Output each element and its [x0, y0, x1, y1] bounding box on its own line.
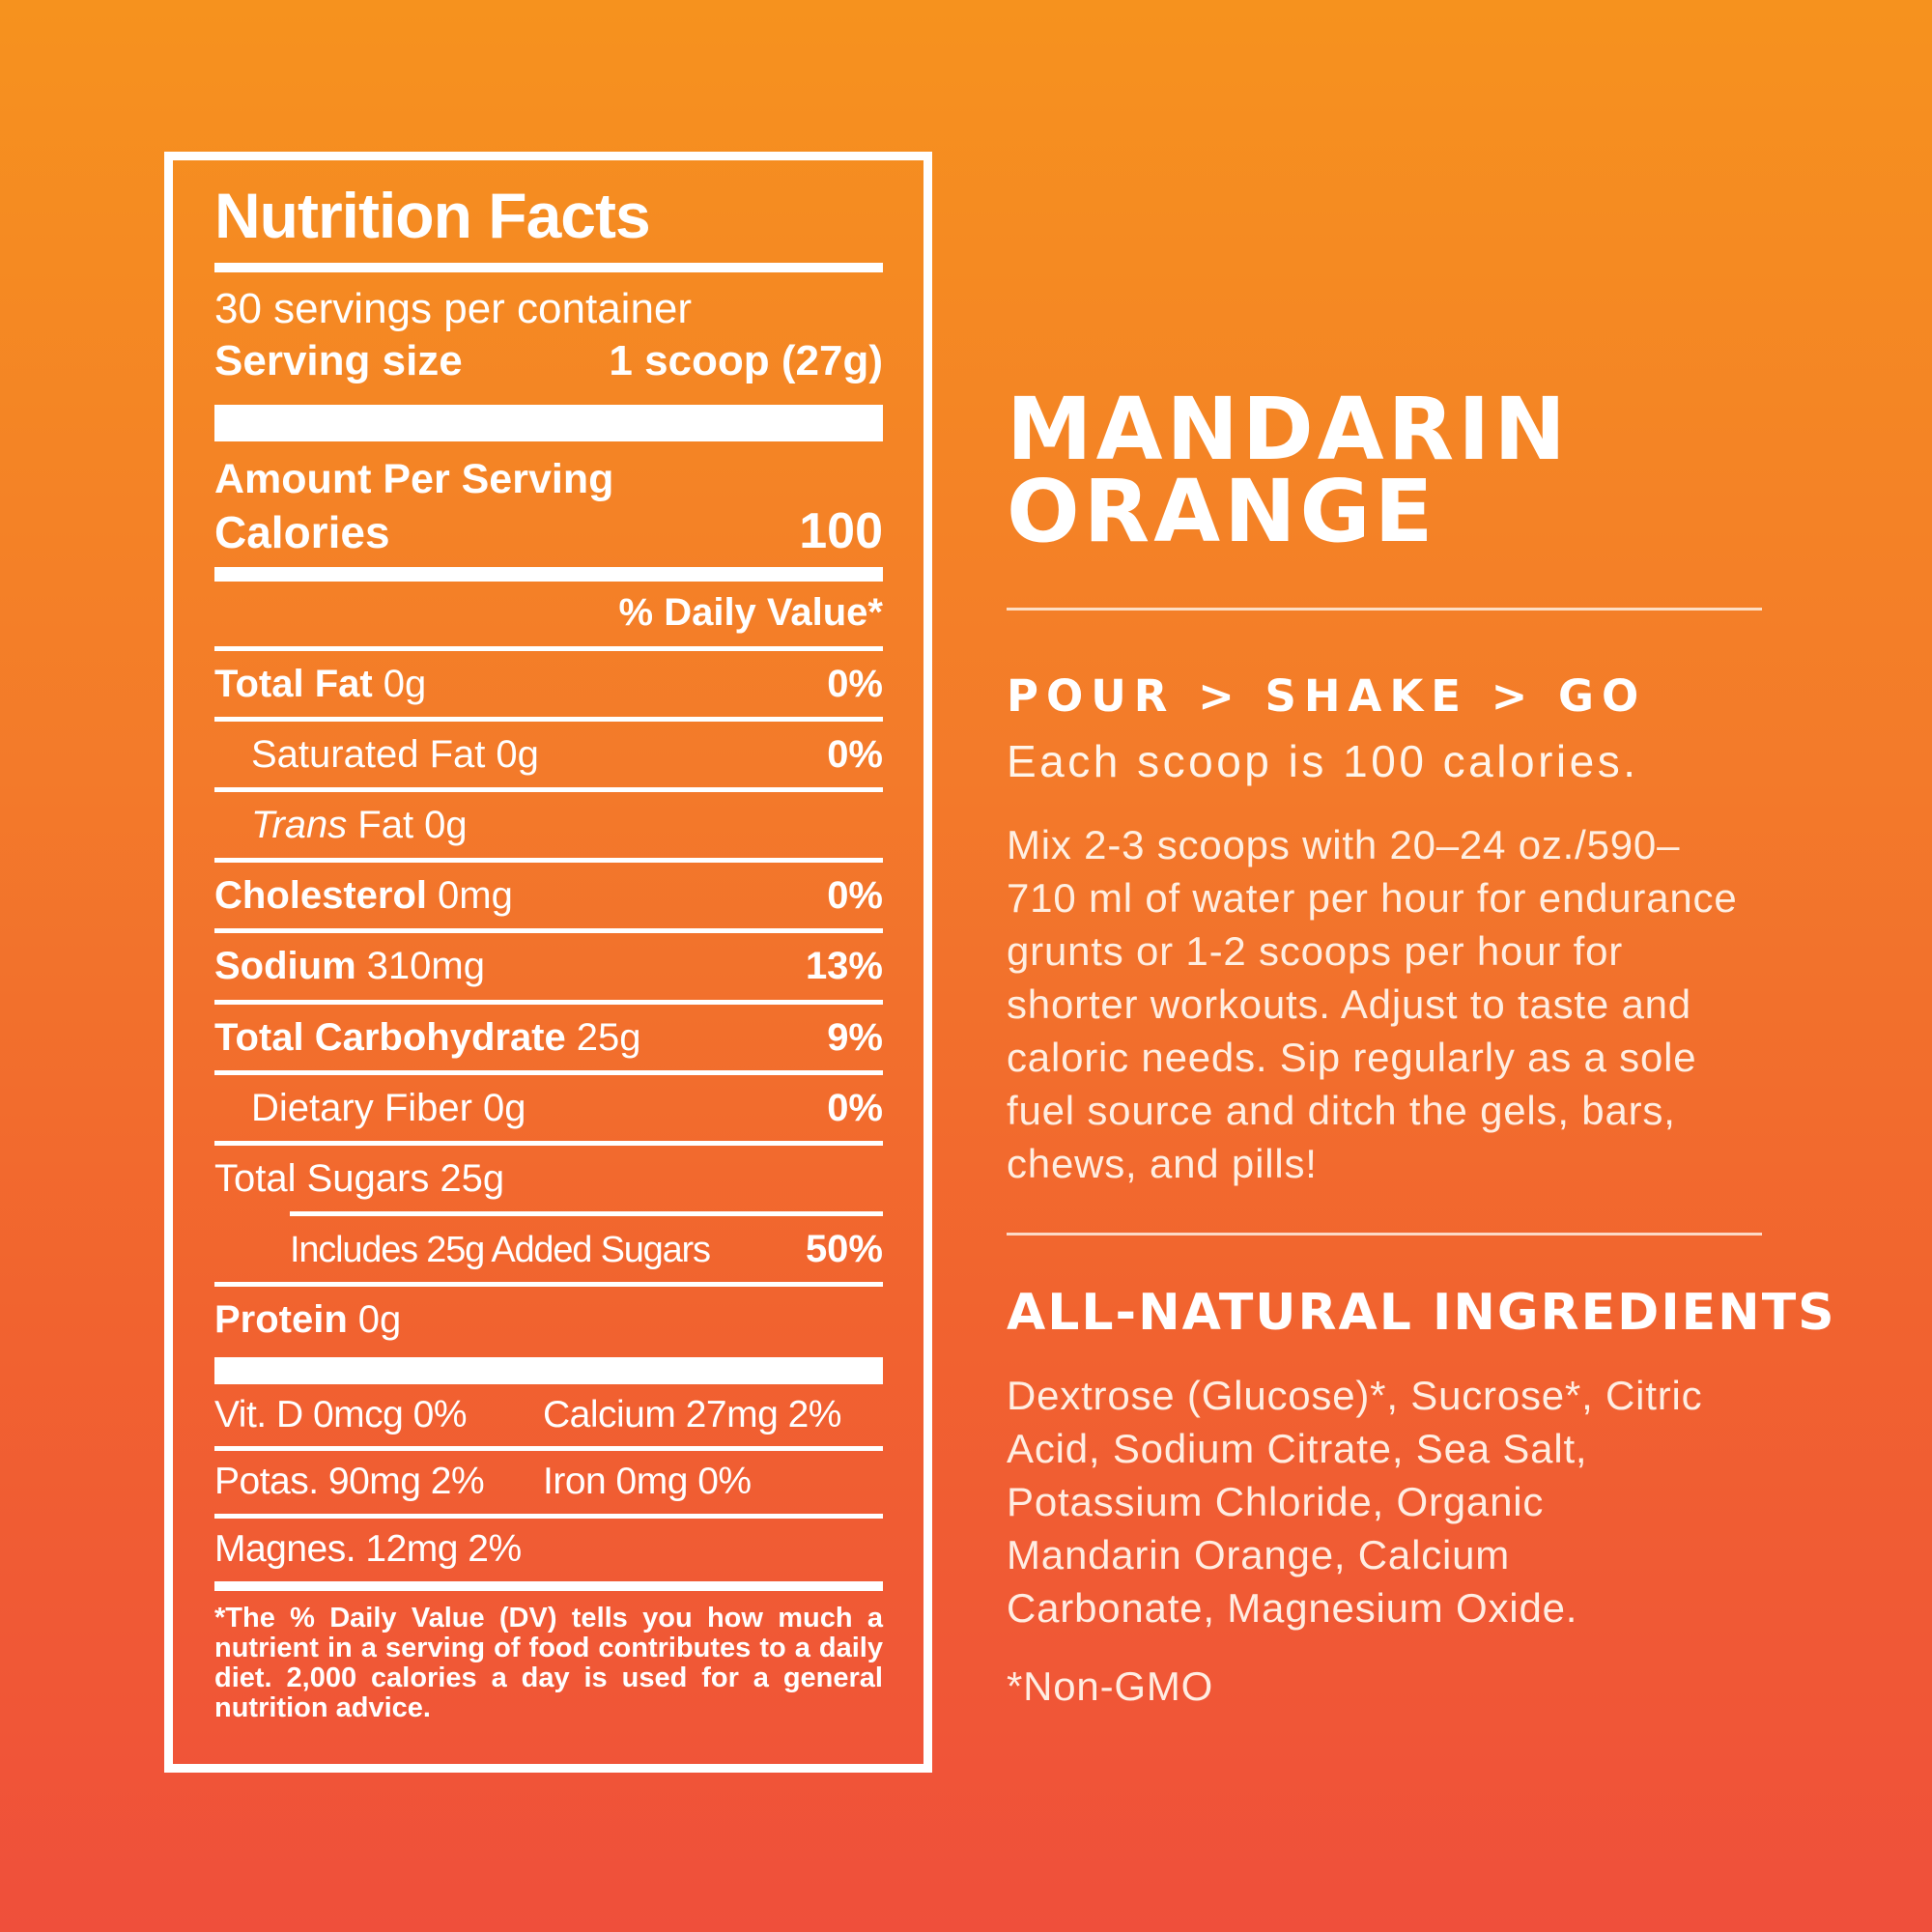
nutrient-row-saturated-fat: Saturated Fat 0g 0% — [214, 722, 883, 787]
nutrient-name: Includes 25g Added Sugars — [290, 1230, 711, 1271]
flavor-info-column: MANDARIN ORANGE POUR > SHAKE > GO Each s… — [1007, 0, 1836, 1713]
thick-bar — [214, 404, 883, 441]
micro-magnesium: Magnes. 12mg 2% — [214, 1528, 522, 1571]
serving-size-row: Serving size 1 scoop (27g) — [214, 337, 883, 385]
nutrient-name: Protein — [214, 1298, 348, 1342]
trans-italic: Trans — [251, 804, 348, 847]
nutrient-name: Total Sugars — [214, 1156, 430, 1200]
nutrient-row-total-fat: Total Fat 0g 0% — [214, 651, 883, 717]
micro-calcium: Calcium 27mg 2% — [543, 1393, 841, 1435]
nutrient-row-total-sugars: Total Sugars 25g — [214, 1146, 883, 1211]
nutrient-dv: 0% — [827, 662, 883, 705]
nutrient-dv: 0% — [827, 874, 883, 918]
serving-size-label: Serving size — [214, 337, 463, 385]
nutrient-dv: 0% — [827, 732, 883, 776]
nutrient-name: Saturated Fat — [251, 732, 486, 776]
nutrient-amount: 0g — [383, 662, 427, 705]
nutrient-amount: 310mg — [366, 945, 485, 988]
nutrition-title: Nutrition Facts — [214, 180, 651, 251]
flavor-title-line1: MANDARIN — [1007, 379, 1570, 479]
nutrient-dv: 0% — [827, 1086, 883, 1129]
nutrient-row-sodium: Sodium 310mg 13% — [214, 933, 883, 999]
nutrient-row-protein: Protein 0g — [214, 1287, 883, 1352]
thick-bar — [214, 1356, 883, 1384]
divider — [214, 928, 883, 934]
nutrient-amount: 0g — [496, 732, 539, 776]
divider — [214, 999, 883, 1005]
nutrient-amount: 25g — [440, 1156, 505, 1200]
serving-size-value: 1 scoop (27g) — [609, 337, 883, 385]
usage-instructions: Mix 2-3 scoops with 20–24 oz./590–710 ml… — [1007, 822, 1738, 1187]
nutrient-name: Sodium — [214, 945, 356, 988]
nutrient-amount: 25g — [576, 1015, 641, 1059]
micro-vitamin-d: Vit. D 0mcg 0% — [214, 1393, 468, 1435]
micronutrient-row: Magnes. 12mg 2% — [214, 1519, 883, 1581]
nutrient-dv: 9% — [827, 1015, 883, 1059]
nutrient-row-dietary-fiber: Dietary Fiber 0g 0% — [214, 1075, 883, 1141]
daily-value-footnote: *The % Daily Value (DV) tells you how mu… — [214, 1603, 883, 1724]
micronutrient-row: Vit. D 0mcg 0% Calcium 27mg 2% — [214, 1384, 883, 1447]
divider — [214, 566, 883, 582]
calories-row: Calories 100 — [214, 506, 883, 557]
divider — [214, 1140, 883, 1146]
nutrient-name: Total Carbohydrate — [214, 1015, 566, 1059]
nutrient-name: Fat — [357, 804, 414, 847]
servings-per-container: 30 servings per container — [214, 285, 693, 332]
nutrient-amount: 0g — [357, 1298, 402, 1342]
divider — [1007, 1233, 1762, 1236]
divider — [214, 1514, 883, 1520]
usage-heading: POUR > SHAKE > GO — [1007, 670, 1647, 723]
divider — [214, 716, 883, 722]
micro-iron: Iron 0mg 0% — [543, 1461, 752, 1503]
flavor-title-line2: ORANGE — [1007, 460, 1437, 561]
nutrient-amount: 0g — [482, 1086, 526, 1129]
divider — [214, 263, 883, 272]
ingredients-heading: ALL-NATURAL INGREDIENTS — [1007, 1284, 1836, 1343]
nutrient-row-added-sugars: Includes 25g Added Sugars 50% — [214, 1216, 883, 1282]
nutrition-facts-panel: Nutrition Facts 30 servings per containe… — [164, 152, 932, 1773]
nutrient-dv: 50% — [805, 1228, 883, 1271]
non-gmo-note: *Non-GMO — [1007, 1663, 1214, 1710]
nutrient-amount: 0g — [424, 804, 468, 847]
divider — [1007, 608, 1762, 611]
nutrient-row-total-carbohydrate: Total Carbohydrate 25g 9% — [214, 1005, 883, 1070]
nutrient-name: Dietary Fiber — [251, 1086, 472, 1129]
nutrient-row-trans-fat: Trans Fat 0g — [214, 792, 883, 858]
daily-value-header: % Daily Value* — [618, 590, 883, 634]
nutrient-name: Cholesterol — [214, 874, 428, 918]
divider — [214, 787, 883, 793]
divider — [214, 645, 883, 651]
micronutrient-row: Potas. 90mg 2% Iron 0mg 0% — [214, 1451, 883, 1514]
amount-per-serving-label: Amount Per Serving — [214, 455, 614, 502]
divider — [214, 1581, 883, 1592]
divider — [214, 858, 883, 864]
nutrient-amount: 0mg — [438, 874, 513, 918]
divider-indented — [290, 1211, 883, 1217]
calories-value: 100 — [799, 503, 883, 560]
divider — [214, 1069, 883, 1075]
divider — [214, 1282, 883, 1288]
divider — [214, 1446, 883, 1452]
flavor-title: MANDARIN ORANGE — [1007, 379, 1762, 561]
calories-label: Calories — [214, 507, 390, 558]
nutrient-dv: 13% — [805, 945, 883, 988]
micro-potassium: Potas. 90mg 2% — [214, 1461, 485, 1503]
micro-empty — [543, 1529, 883, 1571]
ingredients-list: Dextrose (Glucose)*, Sucrose*, Citric Ac… — [1007, 1373, 1703, 1632]
nutrient-name: Total Fat — [214, 662, 373, 705]
usage-subheading: Each scoop is 100 calories. — [1007, 736, 1639, 787]
nutrient-row-cholesterol: Cholesterol 0mg 0% — [214, 863, 883, 928]
